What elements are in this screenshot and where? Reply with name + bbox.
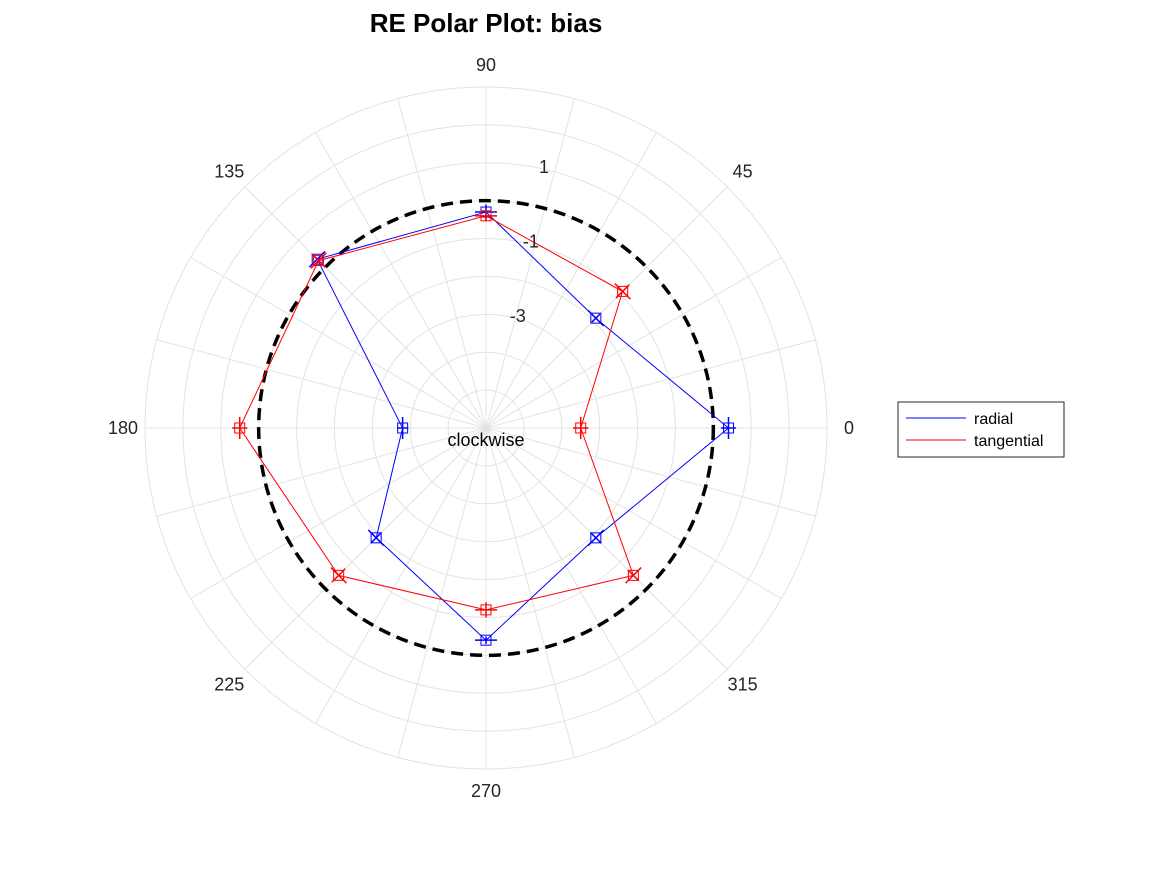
polar-grid [144, 86, 828, 770]
grid-spoke [315, 132, 487, 429]
theta-tick-label: 135 [214, 161, 244, 181]
theta-tick-label: 225 [214, 675, 244, 695]
theta-tick-label: 90 [476, 55, 496, 75]
series-layer [232, 204, 737, 646]
reference-circle-layer [256, 198, 716, 658]
theta-tick-label: 180 [108, 418, 138, 438]
data-point [627, 569, 639, 581]
legend-label-radial: radial [974, 411, 1013, 428]
data-point [370, 532, 382, 544]
data-point [575, 422, 587, 434]
legend-label-tangential: tangential [974, 433, 1043, 450]
theta-tick-label: 315 [728, 675, 758, 695]
data-point [397, 422, 409, 434]
r-tick-label: -1 [523, 231, 539, 251]
data-point [722, 422, 734, 434]
legend-box [897, 401, 1065, 458]
grid-spoke [397, 427, 487, 758]
grid-spoke [156, 339, 487, 429]
tick-label-layer: 0 45 90 135 180 225 270 315 1 -1 -3 [108, 55, 854, 801]
grid-spoke [244, 186, 487, 429]
reference-circle [256, 198, 716, 658]
theta-tick-label: 45 [733, 161, 753, 181]
grid-spoke [190, 427, 487, 599]
data-point [480, 210, 492, 222]
grid-spoke [485, 427, 816, 517]
grid-spoke [485, 427, 575, 758]
grid-spoke [315, 427, 487, 724]
legend: radial tangential [897, 401, 1065, 458]
data-point [333, 569, 345, 581]
data-point [234, 422, 246, 434]
grid-spoke [485, 186, 728, 429]
grid-spoke [244, 427, 487, 670]
grid-spoke [485, 427, 728, 670]
theta-tick-label: 0 [844, 418, 854, 438]
data-point [480, 634, 492, 646]
grid-spoke [156, 427, 487, 517]
grid-spoke [485, 427, 657, 724]
r-tick-label: 1 [539, 157, 549, 177]
grid-spoke [485, 257, 782, 429]
grid-spoke [485, 427, 782, 599]
data-point [590, 312, 602, 324]
series-radial [308, 204, 737, 646]
grid-spoke [397, 98, 487, 429]
data-point [590, 532, 602, 544]
data-point [313, 255, 325, 267]
r-tick-label: -3 [510, 306, 526, 326]
data-point [480, 604, 492, 616]
data-point [617, 285, 629, 297]
series-tangential [232, 210, 642, 618]
chart-title: RE Polar Plot: bias [370, 8, 603, 38]
grid-spoke [485, 132, 657, 429]
grid-spoke [485, 98, 575, 429]
grid-spoke [485, 339, 816, 429]
center-label: clockwise [447, 430, 524, 450]
theta-tick-label: 270 [471, 781, 501, 801]
grid-spoke [190, 257, 487, 429]
